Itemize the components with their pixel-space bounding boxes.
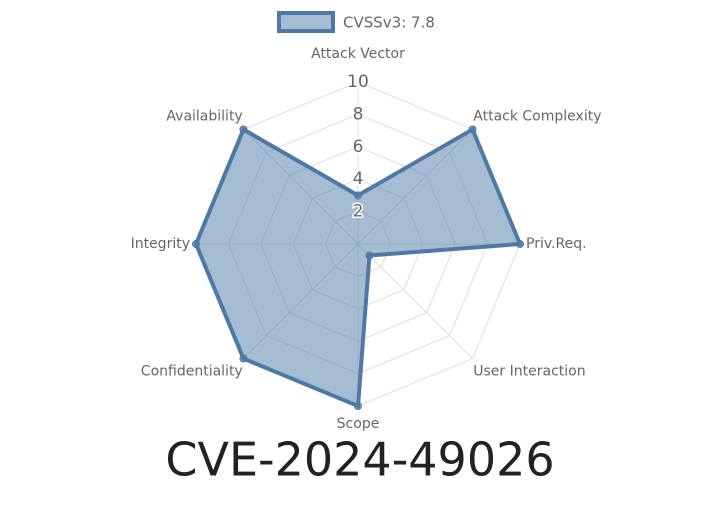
- r-tick-label: 6: [353, 137, 364, 157]
- radar-point: [239, 354, 248, 363]
- r-tick-label: 8: [353, 104, 364, 124]
- r-tick-label: 4: [353, 169, 364, 189]
- axis-label: Scope: [337, 416, 380, 432]
- chart-title: CVE-2024-49026: [165, 433, 554, 487]
- axis-label: Attack Complexity: [473, 109, 601, 125]
- radar-point: [516, 240, 524, 248]
- radar-point: [192, 240, 200, 248]
- grid-spoke: [357, 243, 473, 359]
- radar-point: [468, 125, 477, 134]
- axis-label: Confidentiality: [141, 363, 243, 379]
- legend-label: CVSSv3: 7.8: [343, 14, 435, 32]
- axis-label: Attack Vector: [311, 46, 405, 62]
- radar-point: [239, 125, 248, 134]
- radar-point: [354, 191, 362, 200]
- radar-point: [365, 251, 374, 260]
- r-tick-label: 2: [353, 202, 364, 222]
- axis-label: Integrity: [131, 236, 190, 252]
- legend-swatch: [277, 11, 335, 33]
- radar-point: [354, 402, 362, 410]
- r-tick-label: 10: [347, 72, 369, 92]
- axis-label: Priv.Req.: [526, 236, 587, 252]
- axis-label: User Interaction: [473, 363, 585, 379]
- axis-label: Availability: [166, 109, 242, 125]
